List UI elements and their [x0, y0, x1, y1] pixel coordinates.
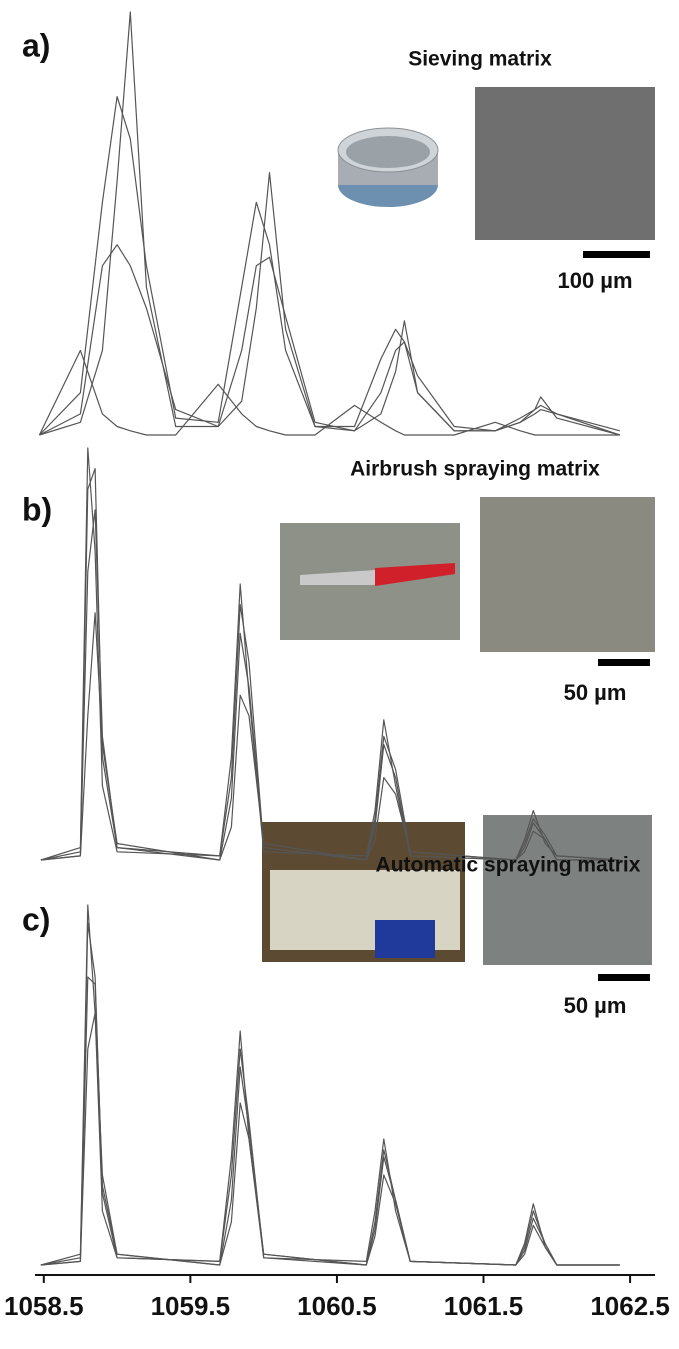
figure: a) Sieving matrix 100 µm b) Airbrush sprayin…: [0, 0, 679, 1349]
panel-label: a): [22, 27, 50, 63]
spectrum-line: [41, 1013, 620, 1265]
spectrum-line: [41, 977, 620, 1265]
x-tick-label: 1058.5: [4, 1291, 84, 1321]
x-tick-label: 1062.5: [590, 1291, 670, 1321]
scale-bar-label: 100 µm: [557, 268, 632, 293]
micrograph: [475, 87, 655, 240]
scale-bar-label: 50 µm: [564, 680, 627, 705]
x-tick-label: 1059.5: [151, 1291, 231, 1321]
scale-bar: [598, 659, 650, 666]
micrograph: [483, 815, 652, 965]
sieve-icon: [338, 128, 438, 207]
spectrum-line: [39, 350, 619, 435]
spectrum-line: [41, 923, 620, 1265]
spectrum-line: [39, 245, 619, 435]
panel-label: c): [22, 901, 50, 937]
panel-title: Automatic spraying matrix: [376, 854, 641, 877]
panel-title: Sieving matrix: [408, 48, 552, 71]
micrograph: [480, 497, 655, 652]
x-tick-label: 1060.5: [297, 1291, 377, 1321]
scale-bar-label: 50 µm: [564, 993, 627, 1018]
x-tick-label: 1061.5: [444, 1291, 524, 1321]
page: a) Sieving matrix 100 µm b) Airbrush sprayin…: [0, 0, 679, 1349]
panel-title: Airbrush spraying matrix: [350, 458, 600, 481]
scale-bar: [583, 251, 650, 258]
scale-bar: [598, 974, 650, 981]
sprayer-box: [375, 920, 435, 958]
panel-label: b): [22, 491, 52, 527]
